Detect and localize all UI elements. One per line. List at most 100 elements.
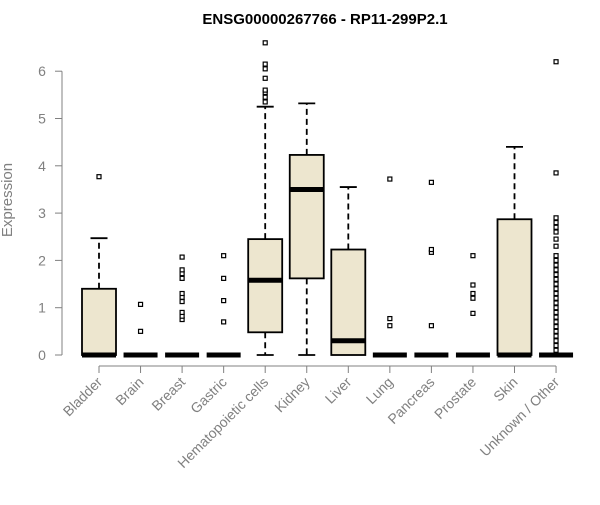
y-axis: 0 1 2 3 4 5 6: [38, 63, 63, 363]
x-tick-label: Kidney: [271, 374, 313, 416]
box-iqr: [247, 238, 284, 334]
outlier-point: [179, 309, 185, 316]
y-tick-label: 3: [38, 205, 46, 221]
outlier-point: [387, 315, 393, 322]
plot-area: [81, 40, 574, 358]
outlier-point: [221, 319, 227, 325]
outlier-point: [553, 281, 559, 287]
x-tick-label: Prostate: [431, 374, 479, 422]
box-iqr: [330, 248, 367, 356]
y-tick-label: 4: [38, 158, 46, 174]
outlier-point: [553, 215, 559, 221]
chart-title: ENSG00000267766 - RP11-299P2.1: [202, 11, 447, 28]
outlier-point: [553, 262, 559, 268]
outlier-point: [262, 40, 268, 46]
outlier-point: [221, 253, 227, 259]
outlier-point: [553, 328, 559, 334]
outlier-point: [553, 333, 559, 339]
outlier-point: [553, 224, 559, 230]
box-group: [247, 40, 284, 356]
outlier-point: [179, 298, 185, 305]
outlier-point: [553, 300, 559, 306]
box-group: [165, 254, 200, 358]
outlier-point: [387, 176, 393, 182]
box-group: [206, 253, 241, 358]
box-iqr: [288, 154, 325, 280]
outlier-point: [553, 314, 559, 320]
outlier-point: [553, 59, 559, 65]
outlier-point: [262, 75, 268, 81]
outlier-point: [553, 236, 559, 242]
outlier-point: [553, 347, 559, 353]
outlier-point: [470, 295, 476, 301]
outlier-point: [221, 298, 227, 304]
outlier-point: [553, 286, 559, 292]
outlier-point: [553, 319, 559, 325]
x-tick-label: Liver: [322, 374, 355, 407]
outlier-point: [470, 290, 476, 297]
box-iqr: [81, 287, 117, 356]
y-tick-label: 6: [38, 63, 46, 79]
x-tick-label: Bladder: [60, 374, 106, 420]
outlier-point: [262, 87, 268, 93]
outlier-point: [137, 301, 144, 307]
outlier-point: [553, 338, 559, 344]
outlier-point: [553, 229, 559, 235]
outlier-point: [553, 309, 559, 316]
outlier-point: [428, 246, 434, 253]
outlier-point: [262, 99, 268, 105]
box-group: [81, 174, 117, 358]
outlier-point: [221, 275, 227, 281]
x-tick-label: Brain: [112, 374, 146, 408]
x-tick-label: Breast: [148, 374, 188, 414]
outlier-point: [553, 271, 559, 278]
outlier-point: [262, 94, 268, 100]
outlier-point: [553, 170, 559, 176]
outlier-point: [553, 290, 559, 297]
outlier-point: [553, 257, 559, 263]
box-group: [372, 176, 407, 358]
box-group: [455, 253, 490, 358]
outlier-point: [262, 66, 268, 72]
box-group: [123, 301, 158, 358]
box-group: [414, 179, 449, 358]
outlier-point: [470, 282, 476, 288]
x-tick-label: Lung: [363, 374, 396, 407]
outlier-point: [553, 295, 559, 301]
y-axis-label: Expression: [0, 163, 16, 237]
box-group: [288, 102, 325, 356]
x-tick-label: Unknown / Other: [477, 374, 563, 460]
outlier-point: [428, 323, 434, 329]
box-iqr: [496, 218, 533, 356]
outlier-point: [179, 275, 185, 281]
outlier-point: [428, 179, 434, 185]
outlier-point: [553, 342, 559, 349]
outlier-point: [387, 323, 393, 329]
outlier-point: [137, 328, 144, 334]
y-tick-label: 1: [38, 300, 46, 316]
outlier-point: [553, 253, 559, 259]
y-tick-label: 0: [38, 347, 46, 363]
outlier-point: [179, 267, 185, 273]
outlier-point: [470, 253, 476, 259]
outlier-point: [553, 305, 559, 311]
outlier-point: [553, 219, 559, 226]
outlier-point: [96, 174, 102, 180]
box-group: [330, 186, 367, 356]
box-group: [539, 59, 574, 358]
outlier-point: [179, 254, 185, 260]
outlier-point: [553, 267, 559, 273]
outlier-point: [553, 276, 559, 282]
y-tick-label: 5: [38, 111, 46, 127]
outlier-point: [553, 243, 559, 249]
y-tick-label: 2: [38, 252, 46, 268]
outlier-point: [470, 310, 476, 316]
box-group: [496, 145, 533, 358]
outlier-point: [553, 324, 559, 330]
outlier-point: [262, 61, 268, 67]
outlier-point: [179, 290, 185, 297]
x-tick-label: Skin: [490, 374, 521, 405]
